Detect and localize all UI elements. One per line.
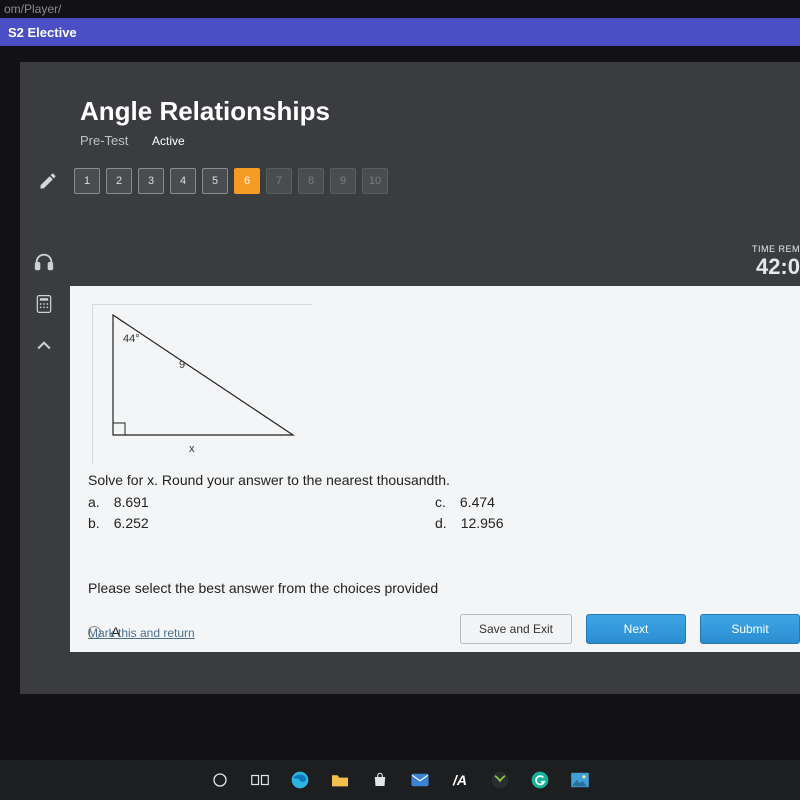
question-nav: 1 2 3 4 5 6 7 8 9 10 — [20, 152, 800, 204]
triangle-shape — [113, 315, 293, 435]
taskbar-taskview-icon[interactable] — [248, 768, 272, 792]
answer-options: a. 8.691 b. 6.252 c. 6.474 d. 12.956 — [88, 492, 782, 534]
question-prompt: Solve for x. Round your answer to the ne… — [88, 472, 782, 488]
triangle-figure: 44° 9 x — [92, 304, 312, 464]
question-3[interactable]: 3 — [138, 168, 164, 194]
taskbar-edgedev-icon[interactable]: /A — [448, 768, 472, 792]
question-7[interactable]: 7 — [266, 168, 292, 194]
question-8[interactable]: 8 — [298, 168, 324, 194]
option-d: d. 12.956 — [435, 513, 782, 534]
mark-and-return-link[interactable]: Mark this and return — [88, 626, 195, 640]
tool-column — [20, 250, 68, 358]
question-content: 44° 9 x Solve for x. Round your answer t… — [70, 286, 800, 652]
angle-label: 44° — [123, 333, 140, 345]
timer-value: 42:0 — [752, 254, 800, 280]
headphones-icon[interactable] — [32, 250, 56, 274]
taskbar: /A — [0, 760, 800, 800]
course-bar: S2 Elective — [0, 18, 800, 46]
pencil-icon[interactable] — [28, 171, 68, 191]
lesson-title: Angle Relationships — [80, 96, 800, 127]
lesson-header: Angle Relationships Pre-Test Active — [20, 62, 800, 152]
course-label: S2 Elective — [8, 25, 77, 40]
taskbar-files-icon[interactable] — [328, 768, 352, 792]
taskbar-store-icon[interactable] — [368, 768, 392, 792]
next-button[interactable]: Next — [586, 614, 686, 644]
collapse-icon[interactable] — [32, 334, 56, 358]
taskbar-photos-icon[interactable] — [568, 768, 592, 792]
base-label: x — [189, 443, 195, 455]
action-bar: Save and Exit Next Submit — [460, 614, 800, 644]
timer: TIME REM 42:0 — [752, 244, 800, 280]
select-prompt: Please select the best answer from the c… — [88, 580, 782, 596]
option-c: c. 6.474 — [435, 492, 782, 513]
question-6[interactable]: 6 — [234, 168, 260, 194]
option-a: a. 8.691 — [88, 492, 435, 513]
url-fragment: om/Player/ — [0, 0, 65, 18]
question-10[interactable]: 10 — [362, 168, 388, 194]
question-1[interactable]: 1 — [74, 168, 100, 194]
lesson-subtitle: Pre-Test — [80, 133, 128, 148]
question-5[interactable]: 5 — [202, 168, 228, 194]
app-stage: Angle Relationships Pre-Test Active 1 2 … — [20, 62, 800, 694]
timer-label: TIME REM — [752, 244, 800, 254]
lesson-status: Active — [152, 134, 185, 148]
taskbar-mail-icon[interactable] — [408, 768, 432, 792]
taskbar-circle-icon[interactable] — [208, 768, 232, 792]
submit-button[interactable]: Submit — [700, 614, 800, 644]
taskbar-grammarly-icon[interactable] — [528, 768, 552, 792]
right-angle-marker — [113, 423, 125, 435]
question-4[interactable]: 4 — [170, 168, 196, 194]
taskbar-edge-icon[interactable] — [288, 768, 312, 792]
calculator-icon[interactable] — [32, 292, 56, 316]
save-exit-button[interactable]: Save and Exit — [460, 614, 572, 644]
taskbar-xbox-icon[interactable] — [488, 768, 512, 792]
question-2[interactable]: 2 — [106, 168, 132, 194]
question-9[interactable]: 9 — [330, 168, 356, 194]
option-b: b. 6.252 — [88, 513, 435, 534]
hypotenuse-label: 9 — [179, 359, 185, 371]
